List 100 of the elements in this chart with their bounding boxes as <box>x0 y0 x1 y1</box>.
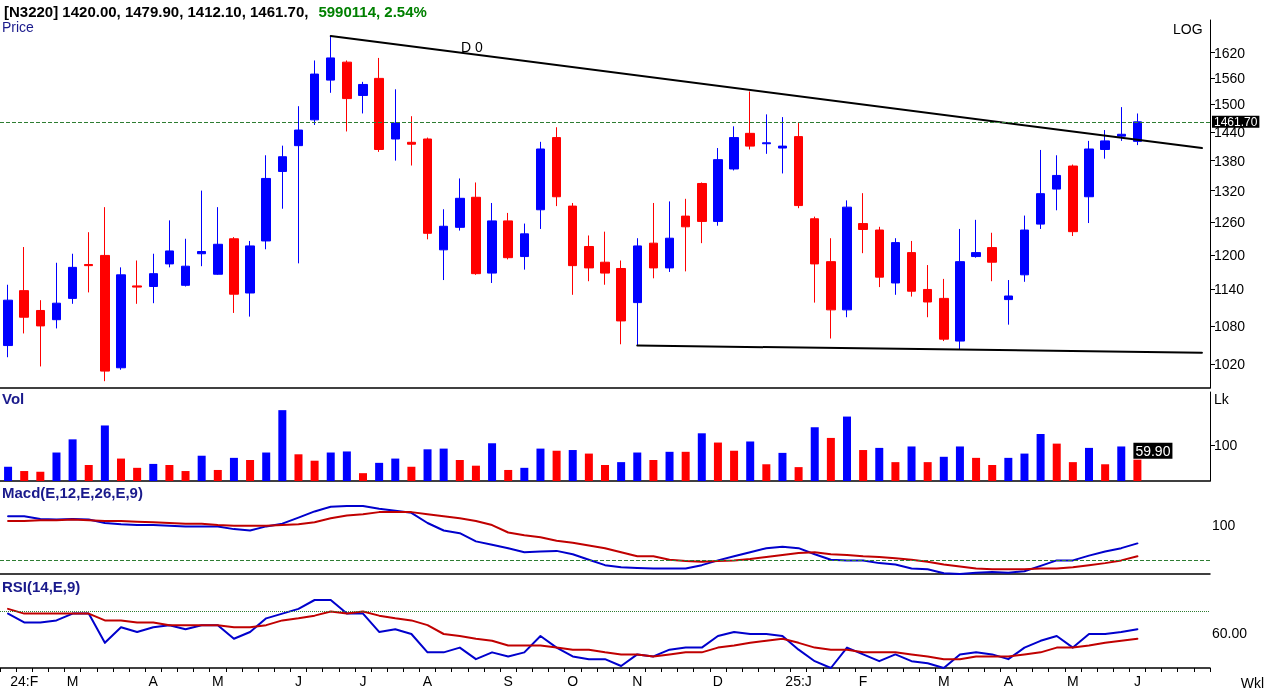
x-tick-label: D <box>712 673 723 689</box>
candlestick <box>100 206 110 382</box>
bar <box>1133 459 1142 481</box>
bar <box>326 452 335 481</box>
x-tick-label: A <box>422 673 433 689</box>
candlestick <box>584 234 594 282</box>
annotation: LOG <box>1173 21 1203 37</box>
bar <box>601 464 609 481</box>
candlestick <box>181 238 190 287</box>
bar <box>4 466 13 481</box>
candlestick <box>294 105 303 264</box>
bar <box>117 458 125 481</box>
candlestick <box>681 198 690 272</box>
bar <box>1085 447 1093 481</box>
y-axis-title: Price <box>2 19 35 35</box>
y-tick-label: 1320 <box>1214 182 1246 199</box>
bar <box>633 452 642 481</box>
bar <box>375 462 384 481</box>
x-tick-label: F <box>858 673 868 689</box>
bar <box>617 462 626 481</box>
y-tick-label: 1560 <box>1214 69 1246 86</box>
y-tick-label: 1020 <box>1214 356 1246 373</box>
bar <box>100 425 109 481</box>
bar <box>229 457 238 481</box>
candlestick <box>229 236 239 314</box>
candlestick <box>762 113 771 155</box>
bar <box>488 443 497 481</box>
candlestick <box>1084 140 1094 224</box>
bar <box>20 471 29 481</box>
bar <box>988 464 997 481</box>
bar <box>810 427 819 481</box>
bar <box>875 447 884 481</box>
x-tick-label: 24:F <box>10 673 39 689</box>
y-tick-label: 1200 <box>1214 246 1246 263</box>
x-tick-label: J <box>359 673 367 689</box>
candlestick <box>487 202 497 284</box>
candlestick <box>745 90 755 150</box>
x-tick-label: J <box>294 673 302 689</box>
candlestick <box>552 126 561 207</box>
y-tick-label: 100 <box>1214 437 1238 454</box>
y-axis-title: Lk <box>1214 391 1230 407</box>
candlestick <box>1100 129 1110 160</box>
candlestick <box>391 88 400 162</box>
y-tick-label: 1620 <box>1214 44 1246 61</box>
bar <box>568 450 577 481</box>
x-tick-label: M <box>1067 673 1079 689</box>
candlestick <box>1020 215 1029 283</box>
bar <box>407 466 416 481</box>
candlestick <box>568 202 577 296</box>
candlestick <box>1117 106 1126 142</box>
y-tick-label: 1260 <box>1214 213 1246 230</box>
bar <box>197 455 206 481</box>
candlestick <box>471 181 481 276</box>
x-tick-label: M <box>66 673 79 689</box>
candlestick <box>665 200 674 273</box>
candlestick <box>907 240 916 298</box>
candlestick <box>36 299 45 367</box>
bar <box>762 464 771 481</box>
bar <box>939 456 948 481</box>
candlestick <box>52 262 61 329</box>
bar <box>1068 462 1077 481</box>
x-tick-label: N <box>632 673 643 689</box>
x-tick-label: M <box>937 673 950 689</box>
candlestick <box>84 231 93 293</box>
bar <box>181 471 190 481</box>
bar <box>68 439 77 481</box>
bar <box>165 464 174 481</box>
bar <box>843 416 851 481</box>
candlestick <box>19 246 29 334</box>
candlestick <box>358 81 368 114</box>
candlestick <box>858 192 868 254</box>
data-label: 59.90 <box>1135 442 1171 459</box>
x-tick-label: A <box>148 673 159 689</box>
bar <box>294 454 303 481</box>
candlestick <box>278 145 287 210</box>
candlestick <box>987 232 997 282</box>
candlestick <box>778 116 787 174</box>
candlestick <box>633 237 642 347</box>
candlestick <box>810 216 819 304</box>
candlestick <box>536 141 545 230</box>
bar <box>342 451 351 481</box>
bar <box>826 437 835 481</box>
bar <box>504 469 513 481</box>
bar <box>907 446 916 481</box>
candlestick <box>1036 149 1045 230</box>
bar <box>246 460 255 481</box>
bar <box>730 450 739 481</box>
x-tick-label: A <box>1003 673 1014 689</box>
candlestick <box>842 199 852 318</box>
x-tick-label: S <box>503 673 513 689</box>
bar <box>778 452 787 481</box>
bar <box>859 450 868 481</box>
bar <box>681 451 690 481</box>
candlestick <box>794 122 803 209</box>
bar <box>536 448 545 481</box>
bar <box>697 433 706 481</box>
candlestick <box>165 219 174 268</box>
bar <box>149 463 158 481</box>
chart-title: Macd(E,12,E,26,E,9) <box>2 484 143 501</box>
candlestick <box>407 115 416 167</box>
